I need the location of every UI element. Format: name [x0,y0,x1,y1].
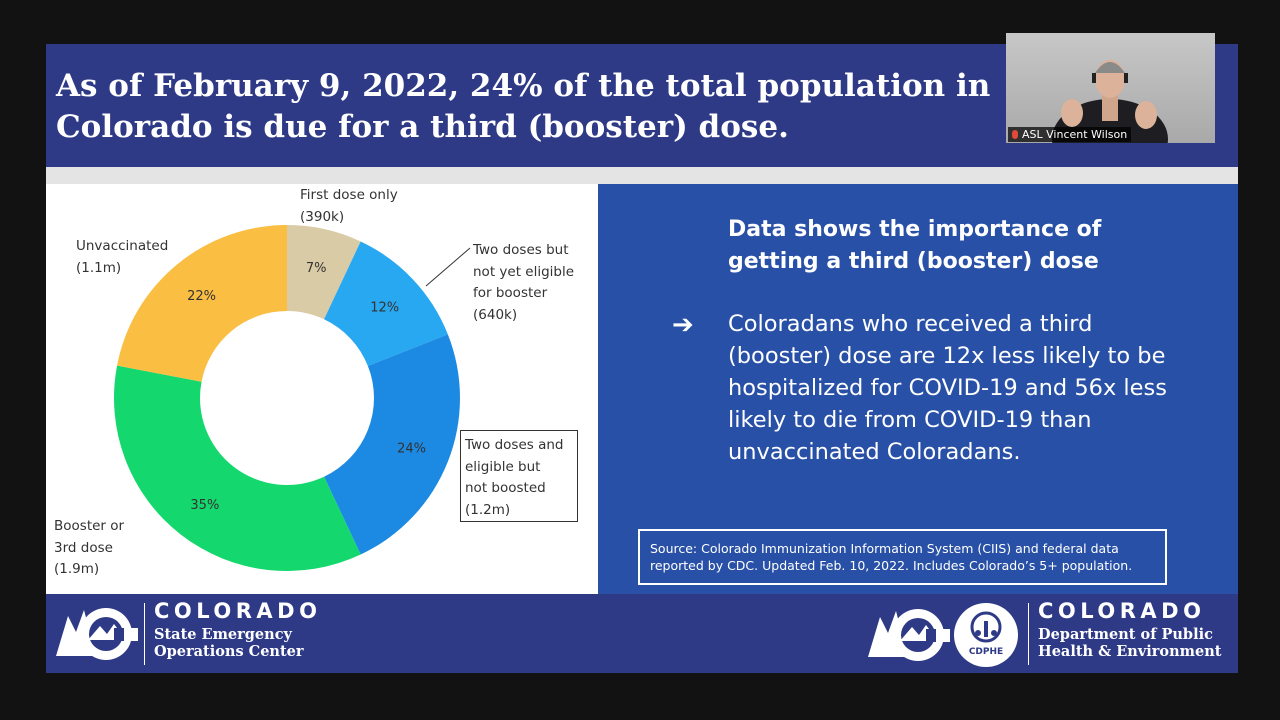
source-box: Source: Colorado Immunization Informatio… [638,529,1167,585]
donut-value-label: 12% [370,300,399,315]
bullet-arrow-icon: ➔ [672,310,694,340]
chart-panel: 7% 12% 24% 35% 22% First dose only (390k) Tw… [46,184,598,594]
info-panel: Data shows the importance of getting a t… [598,184,1238,594]
footer-band: COLORADO State Emergency Operations Cent… [46,594,1238,673]
label-two-doses-eligible: Two doses and eligible but not boosted (… [460,430,578,522]
cdphe-logo-icon: CDPHE [954,603,1018,667]
donut-value-label: 22% [187,289,216,304]
donut-value-label: 24% [397,441,426,456]
donut-slice [117,225,288,382]
mic-muted-icon [1012,130,1018,139]
info-bullet-text: Coloradans who received a third (booster… [728,311,1167,465]
colorado-logo-icon-right [868,609,950,661]
footer-left-brand: COLORADO State Emergency Operations Cent… [154,599,322,660]
donut-chart: 7% 12% 24% 35% 22% [114,225,471,571]
label-unvaccinated: Unvaccinated (1.1m) [76,238,169,276]
label-two-doses-not-eligible: Two doses but not yet eligible for boost… [473,242,575,323]
donut-slice [324,241,448,366]
label-booster: Booster or 3rd dose (1.9m) [54,518,125,577]
donut-value-label: 7% [306,261,327,276]
footer-divider [144,603,145,665]
info-heading: Data shows the importance of getting a t… [728,217,1102,274]
slide-title: As of February 9, 2022, 24% of the total… [56,68,991,145]
footer-right-brand: COLORADO Department of Public Health & E… [1038,599,1222,660]
donut-slice [287,225,361,320]
participant-name-tag: ASL Vincent Wilson [1008,127,1132,142]
donut-value-label: 35% [190,498,219,513]
divider-strip [46,167,1238,184]
donut-slice [324,334,460,555]
callout-leader-line [425,247,471,287]
interpreter-video-tile[interactable]: ASL Vincent Wilson [1006,33,1215,143]
label-first-dose: First dose only (390k) [300,187,398,225]
footer-divider-right [1028,603,1029,665]
donut-slice [114,365,361,571]
colorado-logo-icon [56,608,138,660]
